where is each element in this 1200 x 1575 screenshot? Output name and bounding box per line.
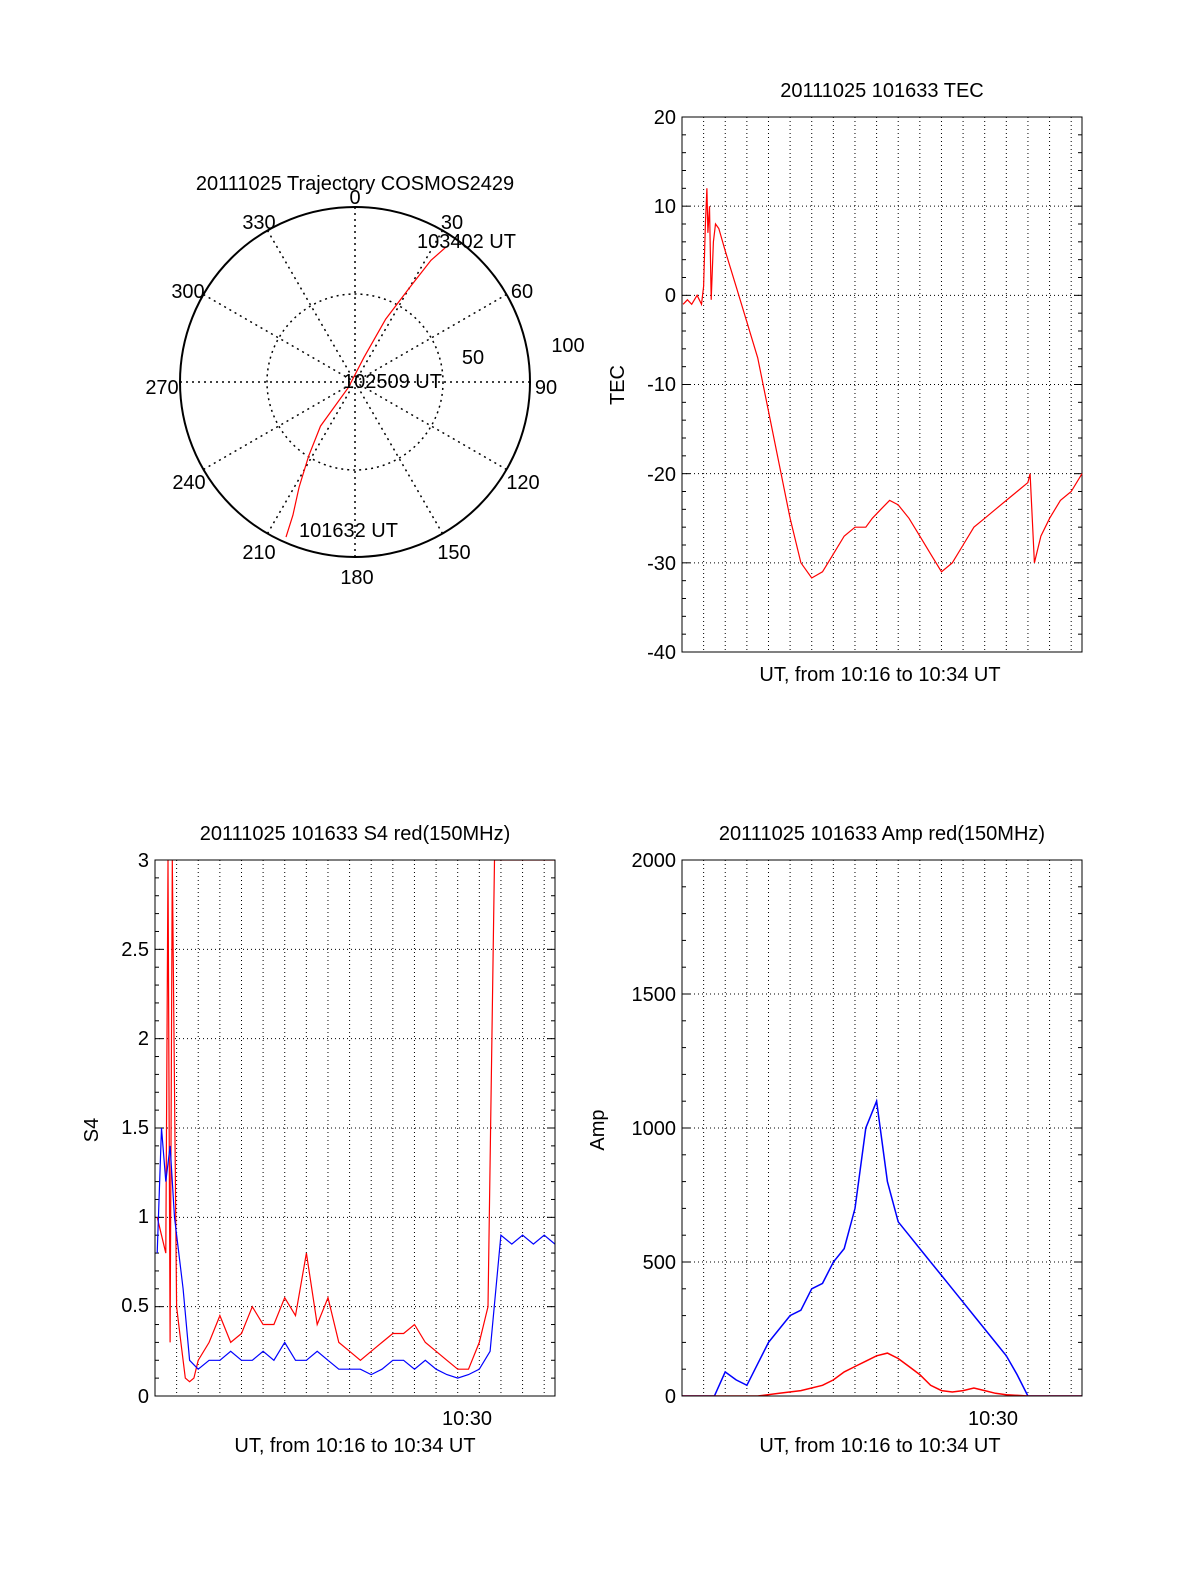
- polar-inner-circle: [266, 293, 444, 471]
- s4-ytick-label: 2.5: [121, 939, 149, 961]
- s4-xtick-label: 10:30: [442, 1408, 492, 1430]
- s4-xlabel: UT, from 10:16 to 10:34 UT: [234, 1435, 475, 1457]
- azimuth-label-0: 0: [349, 187, 360, 209]
- amp-ytick-label: 0: [665, 1386, 676, 1408]
- polar-azimuth-labels: 0 30 60 90 120 150 180 210 240 270 300 3…: [145, 187, 557, 589]
- polar-trajectory-series: [285, 246, 447, 538]
- amp-ytick-label: 1000: [632, 1118, 677, 1140]
- s4-blue-series: [156, 1127, 555, 1379]
- amp-ytick-label: 2000: [632, 850, 677, 872]
- azimuth-label-300: 300: [171, 281, 204, 303]
- tec-ylabel: TEC: [607, 365, 629, 405]
- polar-outer-circle: [179, 206, 531, 558]
- s4-ytick-label: 1.5: [121, 1117, 149, 1139]
- s4-grid: [155, 859, 555, 1397]
- tec-y-ticks: 20 10 0 -10 -20 -30 -40: [647, 107, 676, 664]
- amp-plot-frame: [681, 859, 1083, 1397]
- tec-panel: 20111025 101633 TEC 20 10 0 -10 -20 -30 …: [607, 80, 1083, 686]
- amp-xlabel: UT, from 10:16 to 10:34 UT: [759, 1435, 1000, 1457]
- s4-ytick-label: 2: [138, 1028, 149, 1050]
- s4-ytick-label: 0.5: [121, 1295, 149, 1317]
- tec-ytick-label: -20: [647, 464, 676, 486]
- amp-red-series: [682, 1352, 1082, 1396]
- azimuth-label-330: 330: [242, 212, 275, 234]
- radial-label-50: 50: [462, 347, 484, 369]
- s4-ytick-label: 3: [138, 850, 149, 872]
- amp-series-clip: [682, 1098, 1082, 1396]
- s4-red-series: [156, 860, 555, 1383]
- s4-ytick-label: 1: [138, 1206, 149, 1228]
- s4-ytick-label: 0: [138, 1386, 149, 1408]
- polar-title: 20111025 Trajectory COSMOS2429: [196, 173, 514, 195]
- tec-title: 20111025 101633 TEC: [780, 80, 984, 102]
- amp-y-ticks: 2000 1500 1000 500 0: [632, 850, 677, 1408]
- tec-grid: [682, 116, 1082, 653]
- tec-xlabel: UT, from 10:16 to 10:34 UT: [759, 664, 1000, 686]
- polar-panel: 20111025 Trajectory COSMOS2429 0 30 60 9…: [145, 173, 584, 589]
- annotation-mid-time: 102509 UT: [343, 371, 442, 393]
- azimuth-label-30: 30: [441, 212, 463, 234]
- polar-spoke-line: [266, 230, 444, 534]
- radial-label-100: 100: [551, 335, 584, 357]
- s4-ylabel: S4: [81, 1118, 103, 1142]
- azimuth-label-150: 150: [437, 542, 470, 564]
- amp-xtick-label: 10:30: [968, 1408, 1018, 1430]
- azimuth-label-90: 90: [535, 377, 557, 399]
- azimuth-label-270: 270: [145, 377, 178, 399]
- azimuth-label-240: 240: [172, 472, 205, 494]
- s4-series-clip: [156, 860, 555, 1383]
- tec-series-line: [682, 188, 1083, 579]
- tec-ytick-label: 20: [654, 107, 676, 129]
- annotation-end-time: 103402 UT: [417, 231, 516, 253]
- s4-plot-frame: [154, 859, 556, 1397]
- tec-ytick-label: -10: [647, 374, 676, 396]
- azimuth-label-180: 180: [340, 567, 373, 589]
- azimuth-label-120: 120: [506, 472, 539, 494]
- s4-y-ticks: 3 2.5 2 1.5 1 0.5 0: [121, 850, 149, 1408]
- tec-ytick-label: -30: [647, 553, 676, 575]
- tec-ytick-label: 10: [654, 196, 676, 218]
- tec-ytick-label: -40: [647, 642, 676, 664]
- amp-ylabel: Amp: [587, 1109, 609, 1150]
- azimuth-label-60: 60: [511, 281, 533, 303]
- s4-title: 20111025 101633 S4 red(150MHz): [200, 823, 511, 845]
- amp-blue-series: [682, 1098, 1082, 1396]
- tec-plot-frame: [681, 116, 1083, 653]
- azimuth-label-210: 210: [242, 542, 275, 564]
- s4-panel: 20111025 101633 S4 red(150MHz) 3 2.5 2 1…: [81, 823, 556, 1457]
- annotation-start-time: 101632 UT: [299, 520, 398, 542]
- polar-grid: [180, 207, 530, 557]
- tec-ytick-label: 0: [665, 285, 676, 307]
- amp-panel: 20111025 101633 Amp red(150MHz) 2000 150…: [587, 823, 1083, 1457]
- amp-ytick-label: 1500: [632, 984, 677, 1006]
- amp-ytick-label: 500: [643, 1252, 676, 1274]
- amp-grid: [682, 859, 1082, 1397]
- amp-title: 20111025 101633 Amp red(150MHz): [719, 823, 1045, 845]
